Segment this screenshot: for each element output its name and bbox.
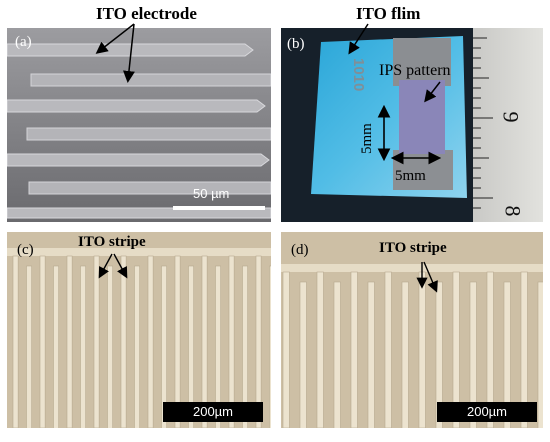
- panel-a-scale-label: 50 µm: [193, 186, 230, 201]
- stripe-pattern-c: [7, 232, 271, 428]
- panel-b-label: (b): [287, 36, 305, 52]
- ips-pattern-label: IPS pattern: [379, 62, 451, 79]
- electrode-stripes: [7, 28, 271, 222]
- panel-a-label: (a): [15, 34, 32, 50]
- caption-ito-film: ITO flim: [356, 4, 421, 23]
- panel-d-label: (d): [291, 242, 309, 258]
- panel-d-micrograph: (d) 200µm: [281, 232, 543, 428]
- caption-ito-stripe-d: ITO stripe: [379, 240, 447, 256]
- caption-ito-electrode: ITO electrode: [96, 4, 197, 23]
- width-label: 5mm: [395, 168, 426, 184]
- stripe-pattern-d: [281, 232, 543, 428]
- panel-b-photo: (b) 1010 IPS pattern 5mm 5mm 9 8: [281, 28, 543, 222]
- caption-ito-stripe-c: ITO stripe: [78, 234, 146, 250]
- panel-c-scale-bar: 200µm: [163, 402, 263, 422]
- height-label: 5mm: [359, 123, 375, 154]
- ruler-number-top: 9: [498, 111, 524, 123]
- ruler-number-bottom: 8: [500, 205, 526, 217]
- panel-a-sem-image: (a) 50 µm: [7, 28, 271, 222]
- panel-c-label: (c): [17, 242, 34, 258]
- film-marking: 1010: [350, 58, 367, 92]
- panel-d-scale-bar: 200µm: [437, 402, 537, 422]
- film-photo: [281, 28, 543, 222]
- panel-c-micrograph: (c) 200µm: [7, 232, 271, 428]
